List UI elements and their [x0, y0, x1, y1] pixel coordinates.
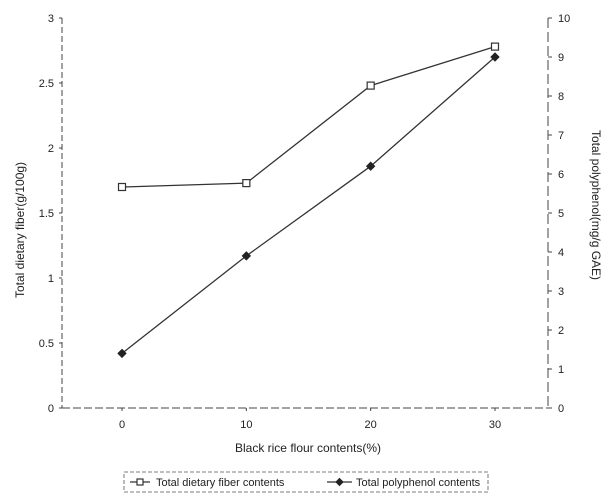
y-left-tick-label: 1 — [48, 273, 54, 285]
data-point-polyphenol — [241, 251, 252, 261]
y-right-tick-label: 1 — [558, 364, 564, 376]
y-left-tick-label: 1.5 — [39, 208, 54, 220]
y-left-axis-title: Total dietary fiber(g/100g) — [13, 162, 27, 298]
x-tick-label: 30 — [489, 419, 501, 431]
legend-marker-polyphenol — [335, 477, 344, 487]
data-point-fiber — [366, 81, 375, 90]
legend-marker-fiber — [136, 478, 144, 486]
y-right-tick-label: 4 — [558, 247, 564, 259]
legend-label-fiber: Total dietary fiber contents — [156, 477, 285, 489]
y-right-tick-label: 8 — [558, 91, 564, 103]
y-right-axis-title: Total polyphenol(mg/g GAE) — [589, 130, 603, 280]
data-point-polyphenol — [490, 52, 500, 62]
y-right-tick-label: 5 — [558, 208, 564, 220]
series — [117, 42, 500, 359]
x-tick-label: 0 — [119, 419, 125, 431]
series-line-polyphenol — [121, 56, 496, 354]
y-right-tick-label: 3 — [558, 286, 564, 298]
data-point-fiber — [117, 182, 127, 192]
data-point-polyphenol — [365, 161, 376, 171]
y-right-tick-label: 2 — [558, 325, 564, 337]
y-right-tick-label: 10 — [558, 13, 570, 25]
y-left-tick-label: 0.5 — [39, 338, 54, 350]
data-point-fiber — [490, 42, 500, 51]
y-right-tick-label: 6 — [558, 169, 564, 181]
x-tick-label: 10 — [240, 419, 252, 431]
legend-label-polyphenol: Total polyphenol contents — [356, 477, 481, 489]
y-right-tick-label: 7 — [558, 130, 564, 142]
y-left-tick-label: 2 — [48, 143, 54, 155]
y-right-tick-label: 0 — [558, 403, 564, 415]
x-axis-title: Black rice flour contents(%) — [235, 441, 381, 455]
series-line-fiber — [121, 45, 496, 188]
y-left-tick-label: 0 — [48, 403, 54, 415]
y-right-tick-label: 9 — [558, 52, 564, 64]
data-point-fiber — [242, 179, 251, 188]
y-left-tick-label: 3 — [48, 13, 54, 25]
data-point-polyphenol — [117, 348, 127, 359]
x-tick-label: 20 — [365, 419, 377, 431]
y-left-tick-label: 2.5 — [39, 78, 54, 90]
legend-frame — [123, 471, 489, 493]
legend: Total dietary fiber contents Total polyp… — [123, 471, 489, 493]
